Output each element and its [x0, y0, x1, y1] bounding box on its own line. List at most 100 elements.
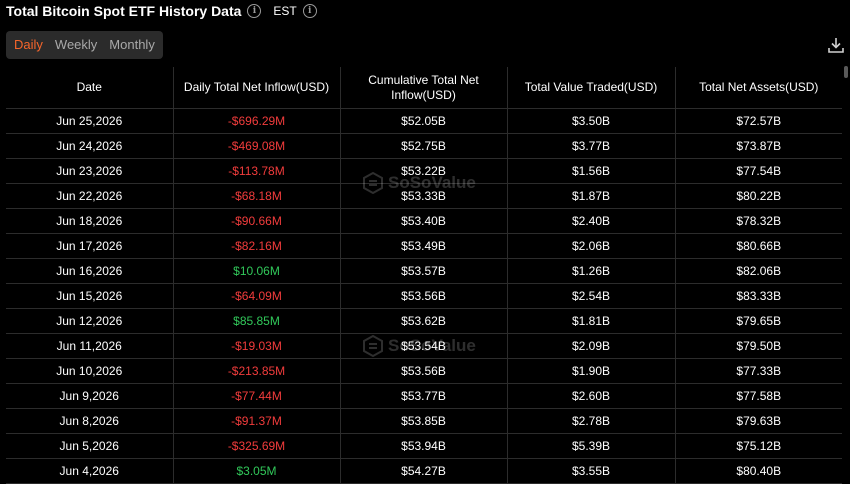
column-header-value-traded[interactable]: Total Value Traded(USD): [507, 67, 676, 109]
history-table-container: Date Daily Total Net Inflow(USD) Cumulat…: [6, 67, 842, 484]
history-table: Date Daily Total Net Inflow(USD) Cumulat…: [6, 67, 842, 484]
cell-date: Jun 16,2026: [6, 258, 174, 284]
cell-date: Jun 12,2026: [6, 308, 174, 334]
cell-cumulative-inflow: $53.56B: [340, 283, 508, 309]
table-row: Jun 17,2026 -$82.16M $53.49B $2.06B $80.66B: [6, 233, 842, 259]
cell-daily-inflow: -$77.44M: [173, 383, 341, 409]
cell-date: Jun 4,2026: [6, 458, 174, 484]
cell-cumulative-inflow: $53.49B: [340, 233, 508, 259]
cell-value-traded: $3.55B: [507, 458, 676, 484]
cell-date: Jun 22,2026: [6, 183, 174, 209]
cell-daily-inflow: -$469.08M: [173, 133, 341, 159]
cell-net-assets: $79.65B: [675, 308, 842, 334]
cell-daily-inflow: $10.06M: [173, 258, 341, 284]
column-header-date[interactable]: Date: [6, 67, 174, 109]
cell-net-assets: $77.54B: [675, 158, 842, 184]
cell-daily-inflow: -$68.18M: [173, 183, 341, 209]
table-row: Jun 9,2026 -$77.44M $53.77B $2.60B $77.58B: [6, 383, 842, 409]
cell-net-assets: $82.06B: [675, 258, 842, 284]
cell-daily-inflow: -$19.03M: [173, 333, 341, 359]
panel-header: Total Bitcoin Spot ETF History Data i ES…: [6, 0, 317, 22]
cell-net-assets: $77.33B: [675, 358, 842, 384]
cell-date: Jun 23,2026: [6, 158, 174, 184]
cell-date: Jun 5,2026: [6, 433, 174, 459]
tab-daily[interactable]: Daily: [14, 37, 43, 52]
cell-daily-inflow: -$213.85M: [173, 358, 341, 384]
cell-daily-inflow: -$696.29M: [173, 108, 341, 134]
cell-value-traded: $3.77B: [507, 133, 676, 159]
cell-value-traded: $2.40B: [507, 208, 676, 234]
cell-date: Jun 10,2026: [6, 358, 174, 384]
cell-cumulative-inflow: $52.75B: [340, 133, 508, 159]
table-body: Jun 25,2026 -$696.29M $52.05B $3.50B $72.57B…: [6, 108, 842, 484]
cell-net-assets: $80.66B: [675, 233, 842, 259]
cell-value-traded: $5.39B: [507, 433, 676, 459]
table-row: Jun 5,2026 -$325.69M $53.94B $5.39B $75.12B: [6, 433, 842, 459]
cell-net-assets: $79.63B: [675, 408, 842, 434]
cell-cumulative-inflow: $53.77B: [340, 383, 508, 409]
cell-cumulative-inflow: $53.57B: [340, 258, 508, 284]
cell-value-traded: $1.87B: [507, 183, 676, 209]
timezone-info-icon[interactable]: i: [302, 4, 317, 18]
cell-daily-inflow: -$64.09M: [173, 283, 341, 309]
vertical-scrollbar[interactable]: [844, 66, 848, 78]
cell-net-assets: $80.40B: [675, 458, 842, 484]
period-tabs: Daily Weekly Monthly: [6, 31, 163, 59]
cell-cumulative-inflow: $53.94B: [340, 433, 508, 459]
table-row: Jun 25,2026 -$696.29M $52.05B $3.50B $72.57B: [6, 108, 842, 134]
column-header-net-assets[interactable]: Total Net Assets(USD): [675, 67, 842, 109]
cell-net-assets: $78.32B: [675, 208, 842, 234]
cell-net-assets: $77.58B: [675, 383, 842, 409]
cell-value-traded: $1.81B: [507, 308, 676, 334]
cell-value-traded: $2.54B: [507, 283, 676, 309]
cell-daily-inflow: -$90.66M: [173, 208, 341, 234]
cell-daily-inflow: $85.85M: [173, 308, 341, 334]
cell-value-traded: $1.56B: [507, 158, 676, 184]
cell-value-traded: $2.78B: [507, 408, 676, 434]
cell-daily-inflow: $3.05M: [173, 458, 341, 484]
tab-weekly[interactable]: Weekly: [54, 37, 98, 52]
table-header-row: Date Daily Total Net Inflow(USD) Cumulat…: [6, 67, 842, 109]
column-header-cumulative-inflow[interactable]: Cumulative Total Net Inflow(USD): [340, 67, 508, 109]
cell-value-traded: $2.60B: [507, 383, 676, 409]
table-row: Jun 15,2026 -$64.09M $53.56B $2.54B $83.33B: [6, 283, 842, 309]
timezone-label: EST: [273, 4, 297, 18]
cell-cumulative-inflow: $53.85B: [340, 408, 508, 434]
cell-daily-inflow: -$325.69M: [173, 433, 341, 459]
cell-net-assets: $72.57B: [675, 108, 842, 134]
cell-cumulative-inflow: $53.22B: [340, 158, 508, 184]
cell-cumulative-inflow: $53.56B: [340, 358, 508, 384]
column-header-daily-inflow[interactable]: Daily Total Net Inflow(USD): [173, 67, 341, 109]
cell-value-traded: $1.90B: [507, 358, 676, 384]
cell-value-traded: $2.06B: [507, 233, 676, 259]
table-row: Jun 11,2026 -$19.03M $53.54B $2.09B $79.50B: [6, 333, 842, 359]
cell-cumulative-inflow: $53.33B: [340, 183, 508, 209]
cell-date: Jun 11,2026: [6, 333, 174, 359]
cell-date: Jun 8,2026: [6, 408, 174, 434]
cell-value-traded: $1.26B: [507, 258, 676, 284]
cell-date: Jun 15,2026: [6, 283, 174, 309]
cell-value-traded: $2.09B: [507, 333, 676, 359]
table-row: Jun 10,2026 -$213.85M $53.56B $1.90B $77.33B: [6, 358, 842, 384]
cell-net-assets: $80.22B: [675, 183, 842, 209]
table-row: Jun 23,2026 -$113.78M $53.22B $1.56B $77.54B: [6, 158, 842, 184]
table-row: Jun 22,2026 -$68.18M $53.33B $1.87B $80.22B: [6, 183, 842, 209]
cell-net-assets: $79.50B: [675, 333, 842, 359]
download-icon[interactable]: [827, 36, 845, 54]
table-row: Jun 24,2026 -$469.08M $52.75B $3.77B $73.87B: [6, 133, 842, 159]
info-icon[interactable]: i: [247, 4, 262, 18]
cell-value-traded: $3.50B: [507, 108, 676, 134]
cell-cumulative-inflow: $53.62B: [340, 308, 508, 334]
tab-monthly[interactable]: Monthly: [109, 37, 155, 52]
cell-cumulative-inflow: $53.54B: [340, 333, 508, 359]
cell-date: Jun 25,2026: [6, 108, 174, 134]
cell-date: Jun 18,2026: [6, 208, 174, 234]
page-title: Total Bitcoin Spot ETF History Data: [6, 3, 242, 19]
cell-date: Jun 17,2026: [6, 233, 174, 259]
cell-net-assets: $75.12B: [675, 433, 842, 459]
table-row: Jun 18,2026 -$90.66M $53.40B $2.40B $78.32B: [6, 208, 842, 234]
cell-net-assets: $83.33B: [675, 283, 842, 309]
table-row: Jun 12,2026 $85.85M $53.62B $1.81B $79.65B: [6, 308, 842, 334]
cell-net-assets: $73.87B: [675, 133, 842, 159]
cell-daily-inflow: -$82.16M: [173, 233, 341, 259]
